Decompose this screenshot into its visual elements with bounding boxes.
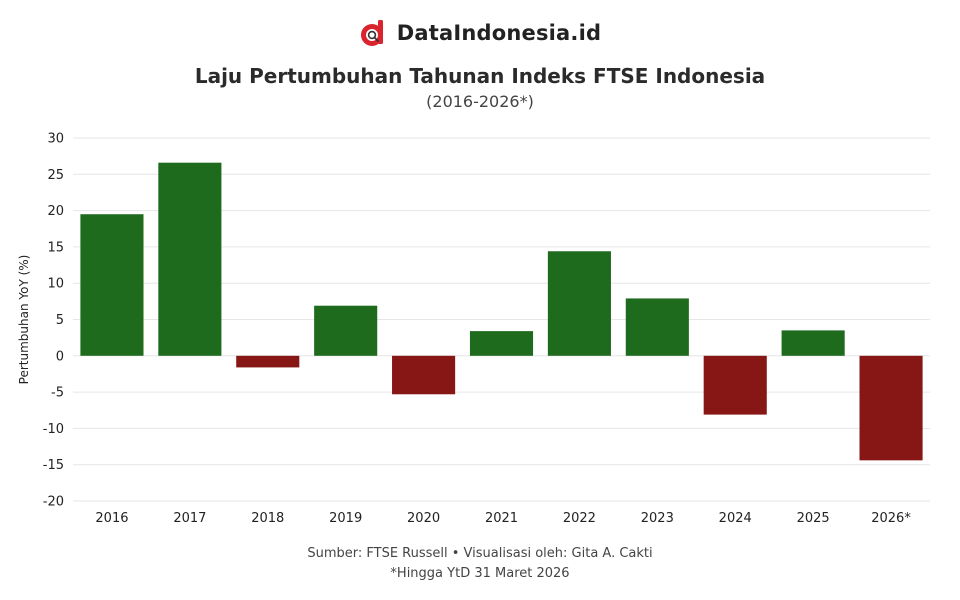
x-tick-label: 2021 — [485, 511, 518, 526]
d-magnifier-logo-icon — [360, 20, 383, 46]
bar-2018 — [236, 355, 300, 368]
y-tick-label: -15 — [43, 458, 64, 473]
bars — [80, 162, 923, 461]
y-tick-label: 5 — [56, 313, 64, 328]
source-note: Sumber: FTSE Russell • Visualisasi oleh:… — [307, 546, 653, 561]
y-tick-label: -5 — [51, 386, 64, 401]
brand-header: DataIndonesia.id — [0, 18, 960, 48]
chart-title: Laju Pertumbuhan Tahunan Indeks FTSE Ind… — [194, 64, 766, 88]
y-tick-label: 0 — [56, 349, 64, 364]
y-axis-title: Pertumbuhan YoY (%) — [17, 255, 31, 385]
x-tick-label: 2024 — [719, 511, 752, 526]
bar-2022 — [547, 251, 611, 356]
bar-2019 — [314, 305, 378, 356]
x-tick-label: 2025 — [797, 511, 830, 526]
x-tick-label: 2020 — [407, 511, 440, 526]
x-tick-label: 2023 — [641, 511, 674, 526]
x-tick-label: 2017 — [173, 511, 206, 526]
x-tick-label: 2026* — [871, 511, 911, 526]
bar-2023 — [625, 298, 689, 356]
bar-2016 — [80, 214, 144, 356]
y-tick-label: -10 — [43, 422, 64, 437]
footnote: *Hingga YtD 31 Maret 2026 — [390, 566, 570, 581]
bar-2025 — [781, 330, 845, 356]
chart-subtitle: (2016-2026*) — [426, 92, 534, 111]
bar-2020 — [392, 355, 456, 395]
bar-2024 — [703, 355, 767, 415]
x-tick-label: 2018 — [251, 511, 284, 526]
y-tick-label: 15 — [47, 240, 64, 255]
x-axis-ticks: 2016 2017 2018 2019 2020 2021 2022 2023 2024 2025… — [95, 511, 911, 526]
y-axis-ticks: 30 25 20 15 10 5 0 -5 -10 -15 -20 — [43, 132, 64, 510]
bar-2021 — [469, 331, 534, 356]
x-tick-label: 2022 — [563, 511, 596, 526]
brand-name: DataIndonesia.id — [396, 21, 602, 45]
x-tick-label: 2016 — [95, 511, 128, 526]
y-tick-label: 30 — [47, 132, 64, 147]
x-tick-label: 2019 — [329, 511, 362, 526]
bar-2026-ytd — [859, 355, 923, 461]
y-tick-label: 10 — [47, 277, 64, 292]
bar-2017 — [158, 162, 222, 356]
y-tick-label: 25 — [47, 168, 64, 183]
y-tick-label: 20 — [47, 204, 64, 219]
y-tick-label: -20 — [43, 495, 64, 510]
